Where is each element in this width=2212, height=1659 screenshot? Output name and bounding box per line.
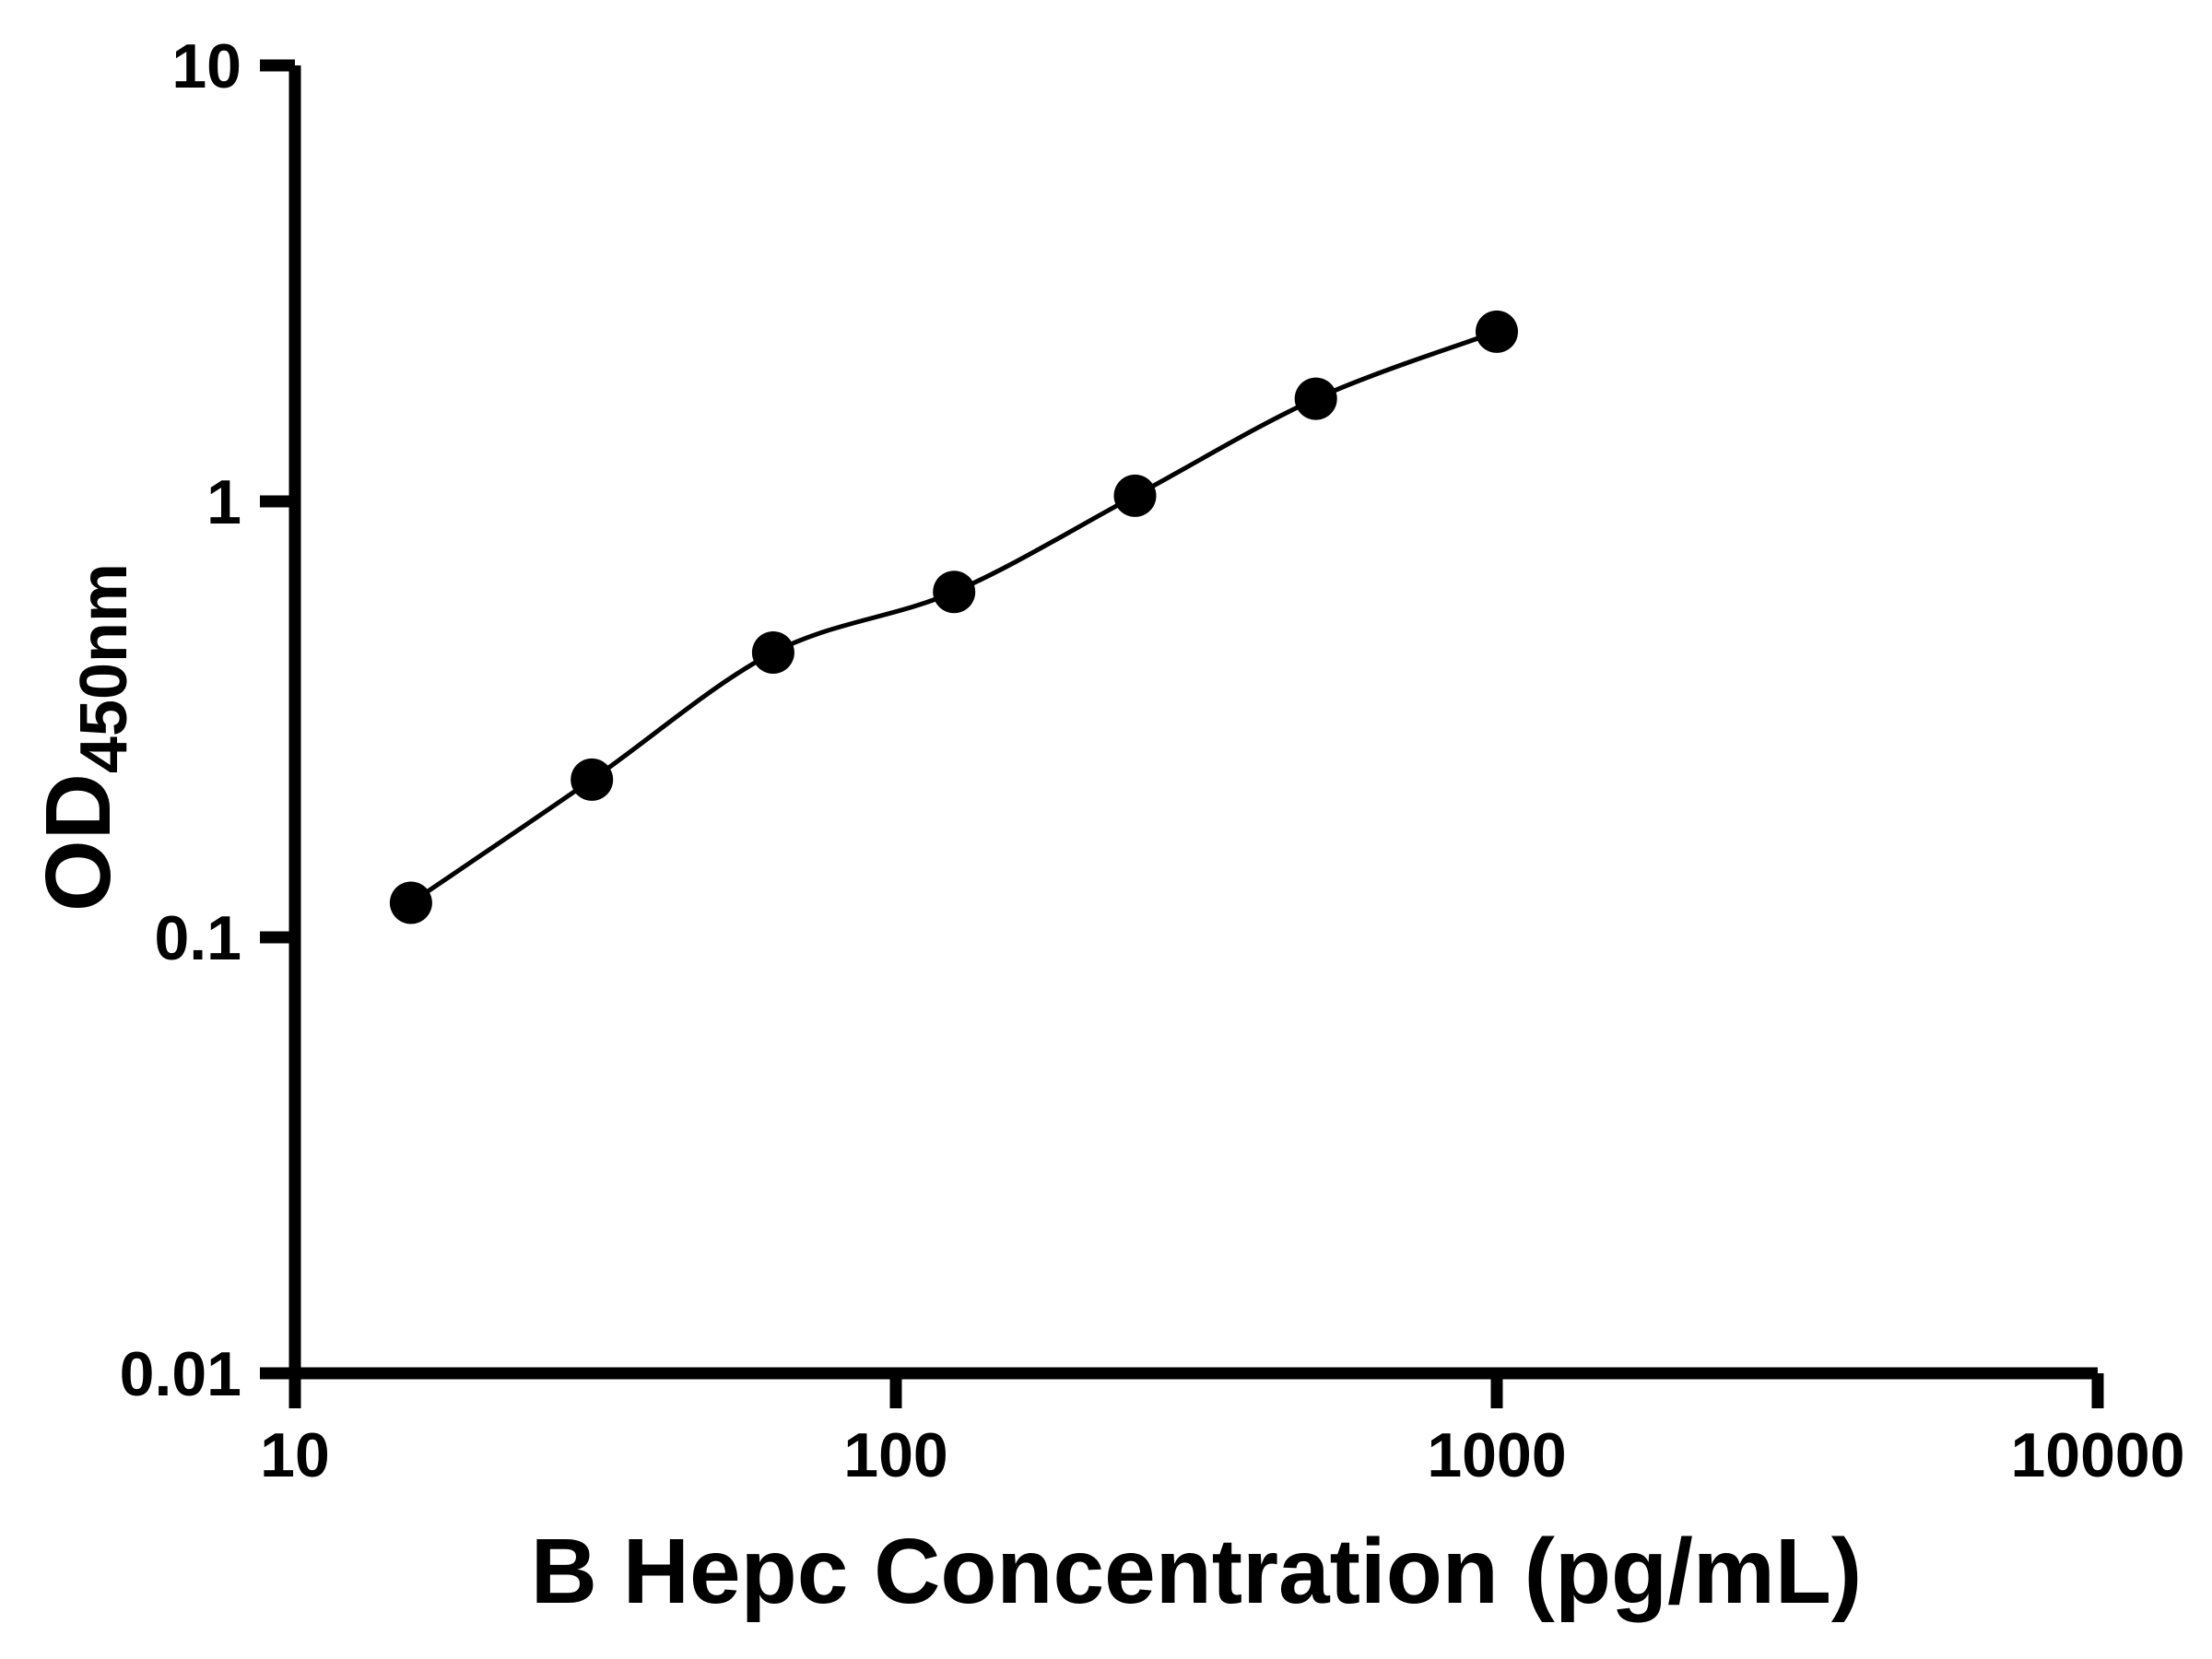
y-axis-title-subscript: 450nm <box>67 562 141 774</box>
data-point <box>571 758 614 801</box>
y-axis-tick-label: 1 <box>206 467 241 537</box>
y-axis-tick-label: 0.1 <box>154 903 241 973</box>
x-axis-tick-label: 100 <box>843 1420 947 1490</box>
x-axis-tick-label: 10000 <box>2010 1420 2184 1490</box>
data-point <box>1476 310 1518 353</box>
x-axis-tick-label: 1000 <box>1427 1420 1566 1490</box>
y-axis-tick-label: 10 <box>171 31 241 101</box>
y-axis-title: OD450nm <box>27 563 141 912</box>
axes-frame <box>288 65 2098 1380</box>
data-point <box>1294 377 1337 420</box>
x-axis-title: B Hepc Concentration (pg/mL) <box>530 1520 1863 1623</box>
fit-curve <box>409 329 1498 905</box>
data-point <box>1113 474 1157 517</box>
y-axis-title-main: OD <box>27 773 130 912</box>
data-point <box>933 571 976 614</box>
data-point <box>389 881 432 924</box>
y-axis-tick-label: 0.01 <box>120 1339 241 1409</box>
x-axis-tick-label: 10 <box>260 1420 330 1490</box>
data-point <box>751 631 794 674</box>
